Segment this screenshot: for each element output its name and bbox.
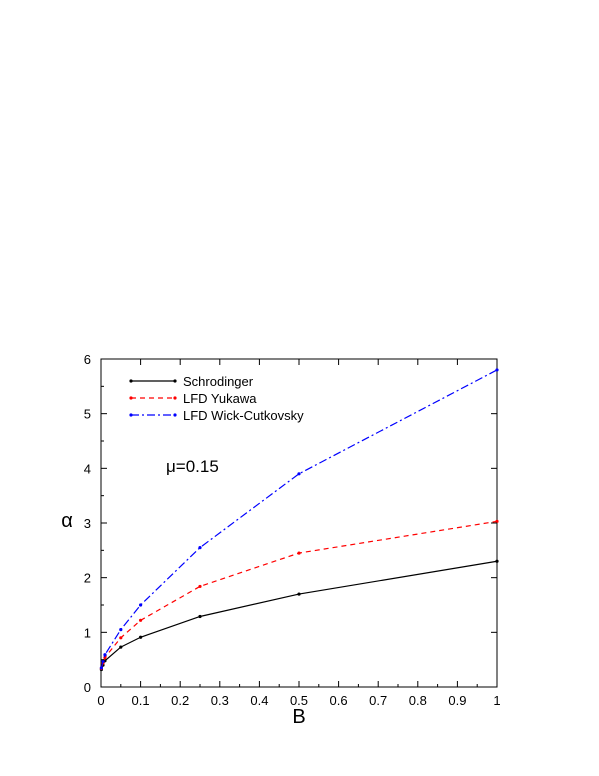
series-1-point xyxy=(198,584,202,589)
y-tick-label: 6 xyxy=(84,352,91,367)
series-0-point xyxy=(297,592,301,596)
legend-marker xyxy=(173,379,177,383)
y-tick-label: 1 xyxy=(84,625,91,640)
legend-marker xyxy=(129,396,133,400)
series-layer xyxy=(99,368,499,672)
series-1-point xyxy=(297,551,301,555)
y-tick-label: 3 xyxy=(84,516,91,531)
legend: Schrodinger LFD Yukawa LFD Wick-Cutkovsky xyxy=(129,374,304,423)
legend-label-0: Schrodinger xyxy=(183,374,254,389)
y-tick-label: 0 xyxy=(84,680,91,695)
series-0-point xyxy=(119,645,123,649)
x-tick-label: 0.5 xyxy=(290,693,308,708)
series-0-point xyxy=(139,635,143,639)
series-2-point xyxy=(198,546,202,550)
series-0-point xyxy=(495,559,499,563)
series-2-point xyxy=(495,368,499,372)
series-1-point xyxy=(119,636,123,640)
legend-label-1: LFD Yukawa xyxy=(183,391,257,406)
series-2-point xyxy=(103,653,107,657)
x-tick-label: 0 xyxy=(97,693,104,708)
legend-marker xyxy=(129,413,133,417)
x-tick-label: 0.9 xyxy=(448,693,466,708)
series-2-point xyxy=(139,603,143,607)
x-tick-label: 1 xyxy=(493,693,500,708)
x-tick-label: 0.2 xyxy=(171,693,189,708)
legend-marker xyxy=(173,413,177,417)
series-2-point xyxy=(99,666,103,670)
series-2-point xyxy=(297,472,301,476)
x-tick-label: 0.6 xyxy=(330,693,348,708)
x-tick-label: 0.3 xyxy=(211,693,229,708)
series-1-point xyxy=(495,519,499,523)
x-tick-label: 0.4 xyxy=(250,693,268,708)
series-line-0 xyxy=(100,560,498,670)
y-tick-label: 4 xyxy=(84,461,91,476)
series-line-1 xyxy=(100,520,498,669)
legend-label-2: LFD Wick-Cutkovsky xyxy=(183,408,304,423)
annotation-mu: μ=0.15 xyxy=(166,457,219,476)
x-tick-label: 0.7 xyxy=(369,693,387,708)
x-tick-label: 0.8 xyxy=(409,693,427,708)
y-axis-title: α xyxy=(61,510,73,532)
ticks-layer: 0 0.1 0.2 0.3 0.4 0.5 0.6 0.7 0.8 0.9 1 0 1 2 3 4 5 6 xyxy=(84,352,501,708)
y-tick-label: 5 xyxy=(84,407,91,422)
x-tick-label: 0.1 xyxy=(132,693,150,708)
series-2-point xyxy=(101,659,105,663)
x-axis-title: B xyxy=(292,706,305,728)
series-2-point xyxy=(119,628,123,632)
y-tick-label: 2 xyxy=(84,571,91,586)
series-0-point xyxy=(198,614,202,619)
legend-marker xyxy=(173,396,177,400)
series-1-point xyxy=(139,618,143,622)
legend-marker xyxy=(129,379,133,383)
